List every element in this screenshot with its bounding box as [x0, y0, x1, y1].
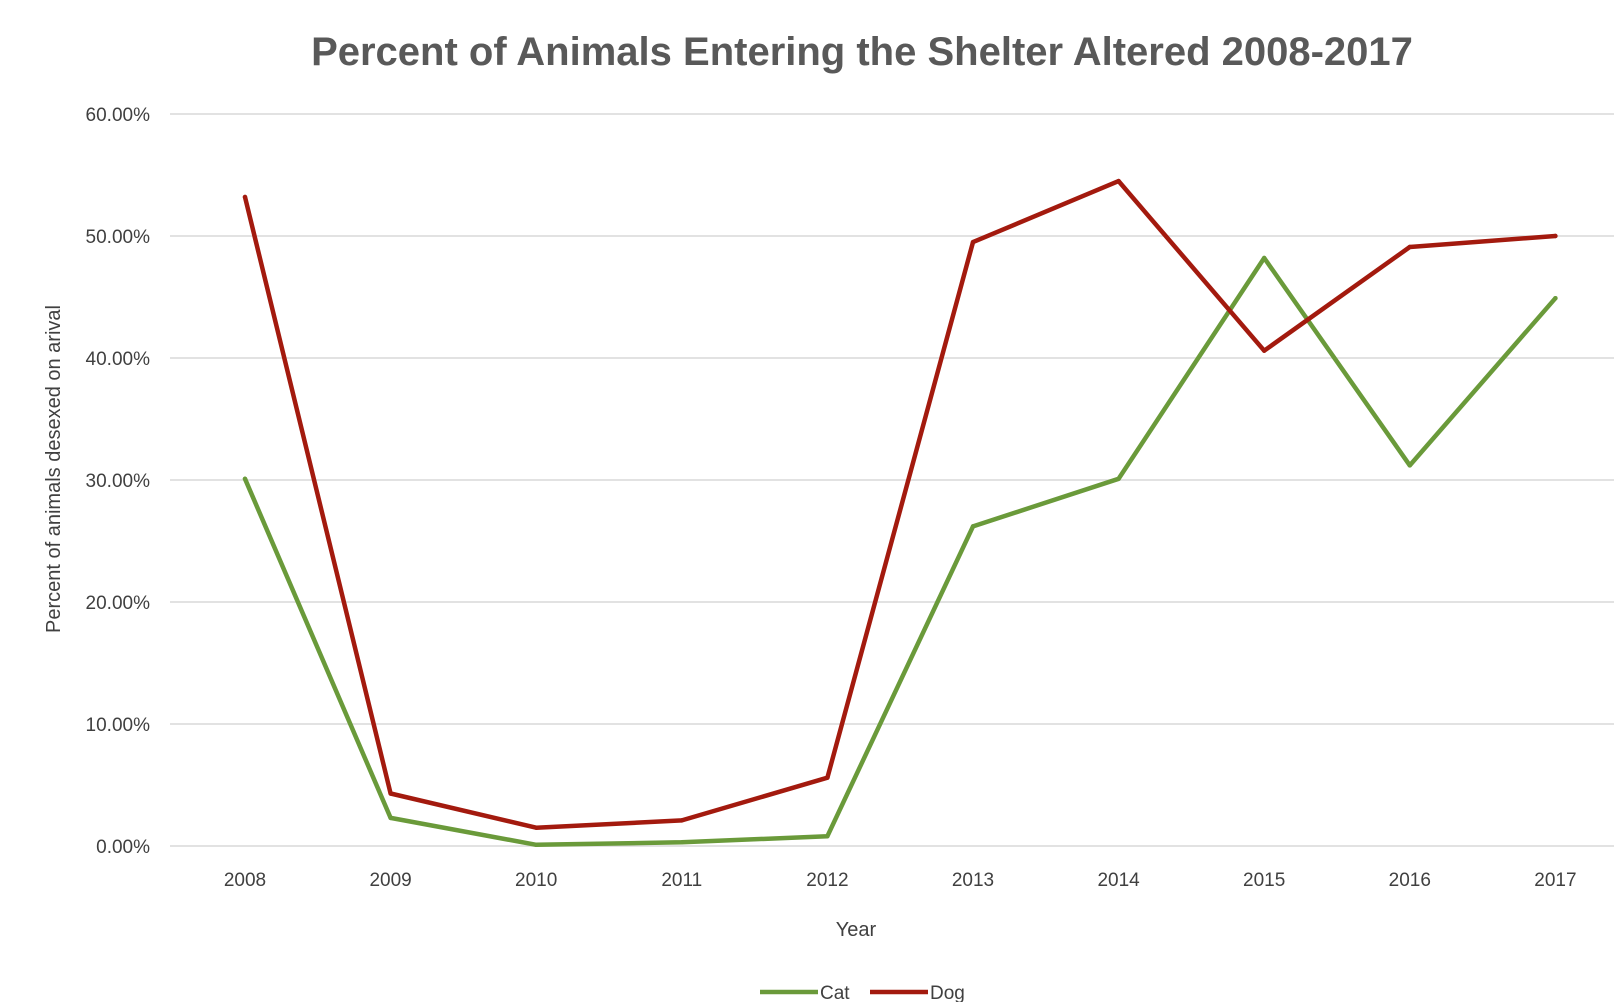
x-axis-ticks: 2008 2009 2010 2011 2012 2013 2014 2015 2016 2017	[224, 870, 1577, 891]
data-point-cat	[1116, 476, 1121, 481]
data-point-dog	[825, 775, 830, 780]
y-axis-title: Percent of animals desexed on arival	[43, 305, 65, 633]
legend-label-cat: Cat	[820, 983, 850, 1002]
x-tick-label: 2016	[1389, 870, 1431, 891]
x-tick-label: 2009	[369, 870, 411, 891]
x-tick-label: 2014	[1097, 870, 1140, 891]
data-point-cat	[1553, 296, 1558, 301]
data-point-cat	[534, 842, 539, 847]
data-point-dog	[388, 791, 393, 796]
y-tick-label: 30.00%	[86, 471, 151, 492]
data-point-cat	[825, 834, 830, 839]
y-axis-ticks: 0.00% 10.00% 20.00% 30.00% 40.00% 50.00% 60.00…	[86, 105, 151, 858]
data-point-dog	[1262, 348, 1267, 353]
data-point-cat	[970, 524, 976, 529]
y-tick-label: 20.00%	[86, 593, 151, 614]
data-point-dog	[970, 239, 976, 245]
y-tick-label: 10.00%	[86, 715, 151, 736]
data-point-cat	[242, 476, 248, 481]
data-point-cat	[388, 815, 393, 821]
x-tick-label: 2011	[661, 870, 702, 891]
x-tick-label: 2015	[1243, 870, 1285, 891]
chart-title: Percent of Animals Entering the Shelter …	[311, 30, 1413, 74]
x-tick-label: 2013	[952, 870, 994, 891]
data-point-cat	[679, 840, 684, 845]
data-point-cat	[1262, 255, 1267, 261]
data-point-dog	[242, 194, 248, 200]
y-tick-label: 40.00%	[86, 349, 151, 370]
series-line-cat	[242, 255, 1558, 848]
data-point-dog	[534, 825, 539, 830]
data-point-dog	[679, 818, 684, 823]
y-tick-label: 50.00%	[86, 227, 151, 248]
data-point-dog	[1407, 244, 1413, 250]
data-point-dog	[1116, 178, 1121, 184]
x-tick-label: 2017	[1534, 870, 1576, 891]
data-point-cat	[1407, 463, 1413, 468]
series-lines	[242, 178, 1558, 848]
x-tick-label: 2008	[224, 870, 266, 891]
legend-label-dog: Dog	[930, 983, 965, 1002]
x-tick-label: 2012	[806, 870, 848, 891]
x-axis-title: Year	[836, 919, 877, 941]
y-tick-label: 0.00%	[96, 837, 150, 858]
y-tick-label: 60.00%	[86, 105, 151, 126]
legend: Cat Dog	[760, 983, 965, 1004]
data-point-dog	[1553, 233, 1558, 239]
gridlines	[170, 113, 1614, 847]
x-tick-label: 2010	[515, 870, 557, 891]
series-line-dog	[242, 178, 1558, 830]
